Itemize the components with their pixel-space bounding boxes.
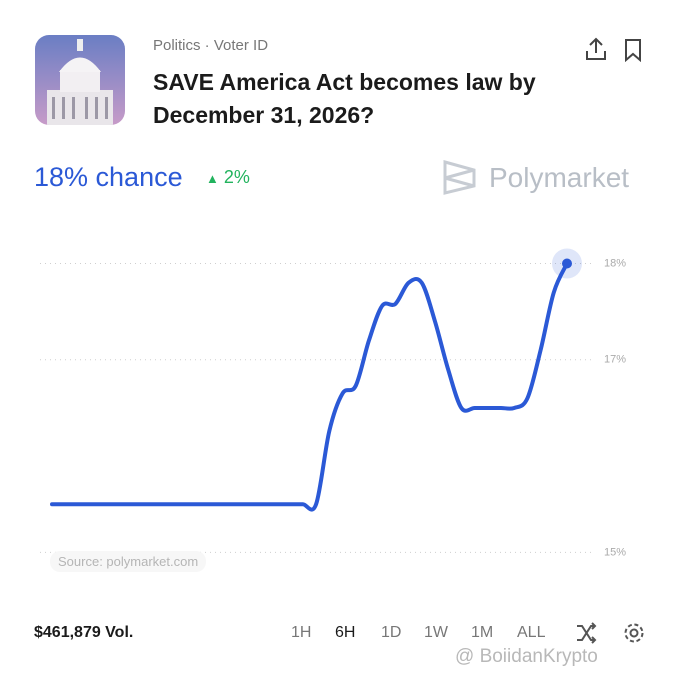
chart: 15% 17% 18% <box>40 248 626 558</box>
last-point <box>562 258 572 269</box>
source: Source: polymarket.com <box>50 551 207 572</box>
volume: $461,879 Vol. <box>34 624 134 641</box>
range-button[interactable]: ALL <box>517 624 546 641</box>
brand: Polymarket <box>489 162 630 193</box>
settings-icon[interactable] <box>622 621 646 645</box>
chance: 18% chance <box>34 162 183 192</box>
brand-logo <box>443 160 476 195</box>
price-line <box>50 261 569 512</box>
y-tick-label: 18% <box>604 257 626 269</box>
change-value: 2% <box>223 167 250 187</box>
range-button[interactable]: 6H <box>335 624 356 641</box>
range-button[interactable]: 1H <box>291 624 312 641</box>
y-tick-label: 15% <box>604 546 626 558</box>
range-button[interactable]: 1M <box>471 624 494 641</box>
market-image <box>35 35 125 125</box>
share-icon[interactable] <box>584 36 608 62</box>
range-button[interactable]: 1D <box>381 624 402 641</box>
category: Politics · Voter ID <box>153 37 269 54</box>
market-title: SAVE America Act becomes law by December… <box>153 69 536 128</box>
range-button[interactable]: 1W <box>424 624 448 641</box>
bookmark-icon[interactable] <box>622 38 644 62</box>
y-tick-label: 17% <box>604 354 626 366</box>
compare-icon[interactable] <box>574 621 598 645</box>
change: ▲ 2% <box>206 167 250 187</box>
watermark: @ BoiidanKrypto <box>455 646 598 667</box>
